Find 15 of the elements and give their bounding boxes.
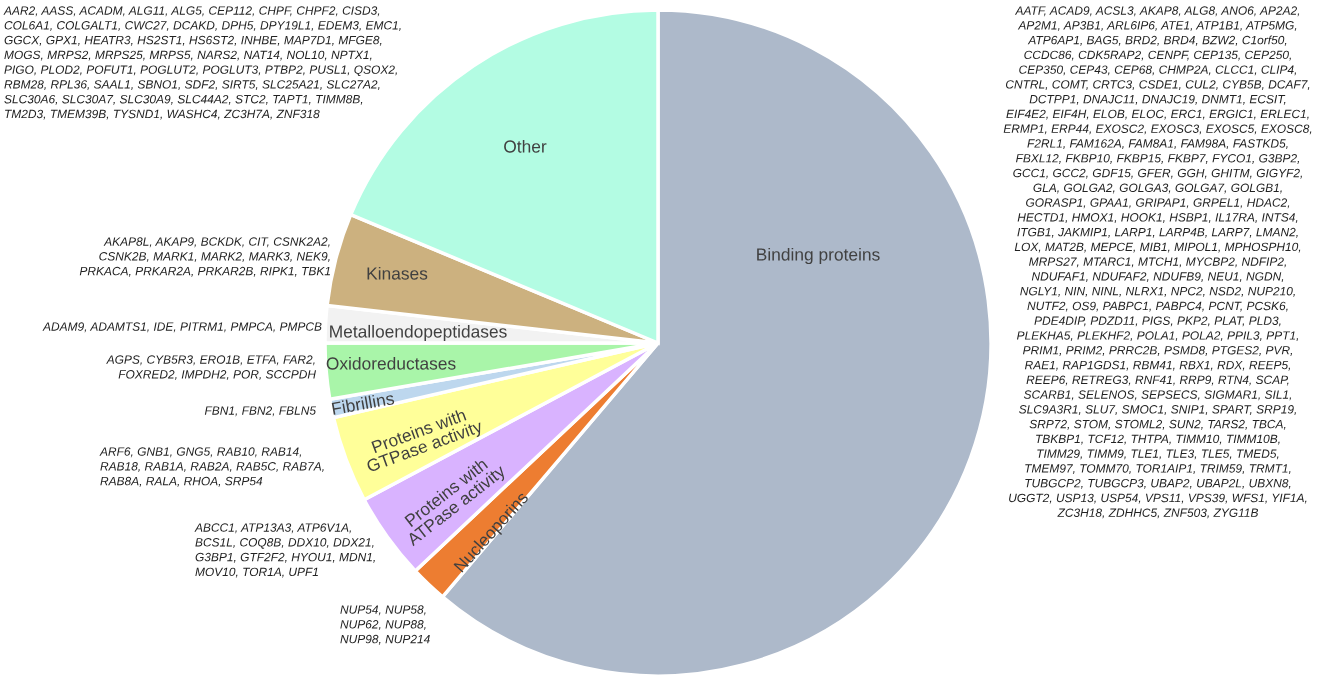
slice-label: Other [504, 139, 547, 153]
slice-label: Kinases [367, 266, 428, 280]
text: AKAP8L, AKAP9, BCKDK, CIT, CSNK2A2, CSNK2B, MARK1, MARK2, MARK3, NEK9, PRKACA, PRKAR2A, PRKAR2B, RIPK1, TBK1 [79, 237, 330, 277]
slice-label: Metalloendopeptidases [330, 324, 507, 342]
slice-label: Fibrillins [331, 391, 395, 415]
slice-label: Oxidoreductases [326, 356, 456, 370]
text: AGPS, CYB5R3, ERO1B, ETFA, FAR2, FOXRED2, IMPDH2, POR, SCCPDH [106, 355, 317, 380]
text: FBN1, FBN2, FBLN5 [204, 406, 317, 417]
text: ADAM9, ADAMTS1, IDE, PITRM1, PMPCA, PMPCB [42, 322, 322, 333]
text: NUP54, NUP58, NUP62, NUP88, NUP98, NUP214 [340, 605, 430, 645]
text: ARF6, GNB1, GNG5, RAB10, RAB14, RAB18, RAB1A, RAB2A, RAB5C, RAB7A, RAB8A, RALA, RHOA, SRP54 [99, 447, 324, 487]
slice-label: Binding proteins [757, 247, 880, 265]
text: AAR2, AASS, ACADM, ALG11, ALG5, CEP112, CHPF, CHPF2, CISD3, COL6A1, COLGALT1, CWC27, DCAKD, DPH5, DPY19L1, EDEM3, EMC1, GGCX, GPX1, HEATR3, HS2ST1, HS6ST2, INHBE, MAP7D1, MFGE8, MOGS, MRPS2, MRPS25, MRPS5, NARS2, NAT14, NOL10, NPTX1, PIGO, PLOD2, POFUT1, POGLUT2, POGLUT3, PTBP2, PUSL1, QSOX2, RBM28, RPL36, SAAL1, SBNO1, SDF2, SIRT5, SLC25A21, SLC27A2, SLC30A6, SLC30A7, SLC30A9, SLC44A2, STC2, TAPT1, TIMM8B, TM2D3, TMEM39B, TYSND1, WASHC4, ZC3H7A, ZNF318 [3, 6, 401, 120]
text: AATF, ACAD9, ACSL3, AKAP8, ALG8, ANO6, AP2A2, AP2M1, AP3B1, ARL6IP6, ATE1, ATP1B1, ATP5MG, ATP6AP1, BAG5, BRD2, BRD4, BZW2, C1orf50, CCDC86, CDK5RAP2, CENPF, CEP135, CEP250, CEP350, CEP43, CEP68, CHMP2A, CLCC1, CLIP4, CNTRL, COMT, CRTC3, CSDE1, CUL2, CYB5B, DCAF7, DCTPP1, DNAJC11, DNAJC19, DNMT1, ECSIT, EIF4E2, EIF4H, ELOB, ELOC, ERC1, ERGIC1, ERLEC1, ERMP1, ERP44, EXOSC2, EXOSC3, EXOSC5, EXOSC8, F2RL1, FAM162A, FAM8A1, FAM98A, FASTKD5, FBXL12, FKBP10, FKBP15, FKBP7, FYCO1, G3BP2, GCC1, GCC2, GDF15, GFER, GGH, GHITM, GIGYF2, GLA, GOLGA2, GOLGA3, GOLGA7, GOLGB1, GORASP1, GPAA1, GRIPAP1, GRPEL1, HDAC2, HECTD1, HMOX1, HOOK1, HSBP1, IL17RA, INTS4, ITGB1, JAKMIP1, LARP1, LARP4B, LARP7, LMAN2, LOX, MAT2B, MEPCE, MIB1, MIPOL1, MPHOSPH10, MRPS27, MTARC1, MTCH1, MYCBP2, NDFIP2, NDUFAF1, NDUFAF2, NDUFB9, NEU1, NGDN, NGLY1, NIN, NINL, NLRX1, NPC2, NSD2, NUP210, NUTF2, OS9, PABPC1, PABPC4, PCNT, PCSK6, PDE4DIP, PDZD11, PIGS, PKP2, PLAT, PLD3, PLEKHA5, PLEKHF2, POLA1, POLA2, PPIL3, PPT1, PRIM1, PRIM2, PRRC2B, PSMD8, PTGES2, PVR, RAE1, RAP1GDS1, RBM41, RBX1, RDX, REEP5, REEP6, RETREG3, RNF41, RRP9, RTN4, SCAP, SCARB1, SELENOS, SEPSECS, SIGMAR1, SIL1, SLC9A3R1, SLU7, SMOC1, SNIP1, SPART, SRP19, SRP72, STOM, STOML2, SUN2, TARS2, TBCA, TBKBP1, TCF12, THTPA, TIMM10, TIMM10B, TIMM29, TIMM9, TLE1, TLE3, TLE5, TMED5, TMEM97, TOMM70, TOR1AIP1, TRIM59, TRMT1, TUBGCP2, TUBGCP3, UBAP2, UBAP2L, UBXN8, UGGT2, USP13, USP54, VPS11, VPS39, WFS1, YIF1A, ZC3H18, ZDHHC5, ZNF503, ZYG11B [1003, 6, 1312, 519]
text: ABCC1, ATP13A3, ATP6V1A, BCS1L, COQ8B, DDX10, DDX21, G3BP1, GTF2F2, HYOU1, MDN1, MOV10, TOR1A, UPF1 [194, 523, 375, 578]
